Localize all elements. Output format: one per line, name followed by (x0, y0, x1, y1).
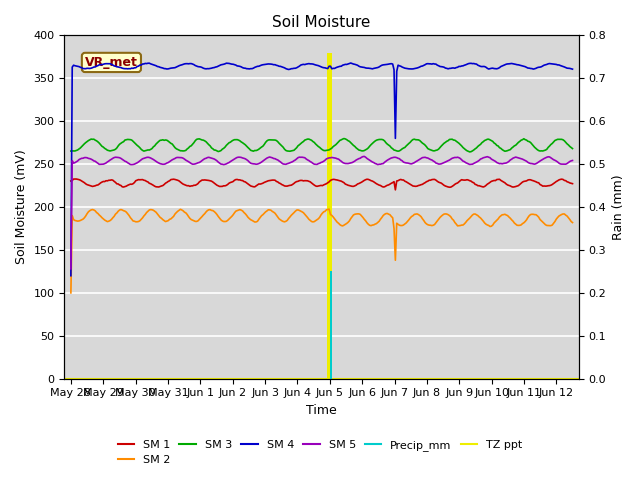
Bar (327, 52, 332, 379)
Bar (330, 271, 332, 379)
Y-axis label: Rain (mm): Rain (mm) (612, 174, 625, 240)
X-axis label: Time: Time (307, 404, 337, 417)
Text: VR_met: VR_met (85, 56, 138, 69)
Y-axis label: Soil Moisture (mV): Soil Moisture (mV) (15, 150, 28, 264)
Title: Soil Moisture: Soil Moisture (273, 15, 371, 30)
Legend: SM 1, SM 2, SM 3, SM 4, SM 5, Precip_mm, TZ ppt: SM 1, SM 2, SM 3, SM 4, SM 5, Precip_mm,… (113, 435, 527, 469)
